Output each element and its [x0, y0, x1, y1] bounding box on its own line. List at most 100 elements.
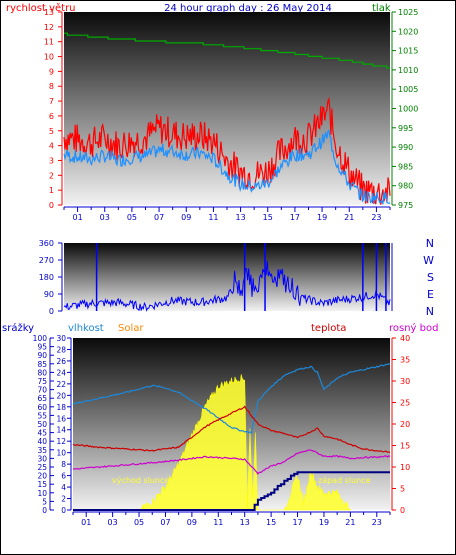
humidity-tick-label: 16 [56, 414, 66, 423]
pressure-label: tlak [372, 3, 391, 14]
rain-tick-label: 100 [33, 334, 48, 343]
humidity-tick-label: 28 [56, 345, 66, 354]
top-x-tick-label: 23 [371, 213, 381, 222]
solar-label: Solar [118, 323, 144, 334]
wind-average-line [63, 129, 391, 205]
top-left-tick-label: 12 [44, 23, 54, 32]
temperature-tick-label: 25 [400, 399, 410, 408]
top-x-tick-label: 19 [317, 213, 327, 222]
top-left-tick-label: 10 [44, 53, 54, 62]
wind-direction-line [63, 260, 391, 312]
rain-tick-label: 60 [37, 403, 47, 412]
rain-tick-label: 80 [37, 368, 47, 377]
top-left-tick-label: 4 [49, 142, 54, 151]
top-right-tick-label: 1015 [398, 47, 418, 56]
direction-tick-label: 90 [44, 290, 54, 299]
humidity-line [72, 363, 390, 435]
humidity-tick-label: 24 [56, 368, 66, 377]
rain-tick-label: 95 [37, 343, 47, 352]
top-right-tick-label: 995 [398, 124, 413, 133]
top-right-tick-label: 980 [398, 182, 413, 191]
top-left-tick-label: 9 [49, 67, 54, 76]
temperature-tick-label: 35 [400, 356, 410, 365]
rain-tick-label: 35 [37, 446, 47, 455]
temperature-tick-label: 0 [400, 506, 405, 515]
top-right-tick-label: 1000 [398, 105, 418, 114]
sunrise-annotation: východ slunce [112, 476, 169, 485]
humidity-tick-label: 14 [56, 426, 66, 435]
top-right-tick-label: 975 [398, 201, 413, 210]
bottom-x-tick-label: 13 [240, 518, 250, 527]
top-x-tick-label: 15 [263, 213, 273, 222]
bottom-x-tick-label: 07 [160, 518, 170, 527]
compass-label: S [427, 271, 434, 284]
top-right-tick-label: 1025 [398, 8, 418, 17]
top-left-tick-label: 0 [49, 201, 54, 210]
top-left-tick-label: 2 [49, 171, 54, 180]
temperature-tick-label: 15 [400, 442, 410, 451]
dewpoint-line [72, 449, 391, 475]
top-x-tick-label: 07 [154, 213, 164, 222]
top-right-tick-label: 985 [398, 162, 413, 171]
direction-tick-label: 270 [39, 256, 54, 265]
bottom-x-tick-label: 19 [319, 518, 329, 527]
top-x-tick-label: 01 [72, 213, 82, 222]
compass-label: E [427, 288, 434, 301]
bottom-x-tick-label: 01 [81, 518, 91, 527]
direction-plot-area [64, 243, 390, 311]
top-left-tick-label: 3 [49, 156, 54, 165]
sunset-annotation: západ slunce [318, 476, 371, 485]
temperature-tick-label: 10 [400, 463, 410, 472]
top-x-tick-label: 17 [290, 213, 300, 222]
rain-tick-label: 90 [37, 351, 47, 360]
temperature-label: teplota [311, 323, 346, 334]
top-left-tick-label: 6 [49, 112, 54, 121]
humidity-tick-label: 12 [56, 437, 66, 446]
direction-tick-label: 180 [39, 273, 54, 282]
top-x-tick-label: 11 [208, 213, 218, 222]
direction-tick-label: 0 [49, 307, 54, 316]
top-left-tick-label: 13 [44, 8, 54, 17]
compass-label: N [426, 305, 434, 318]
rain-label: srážky [2, 322, 34, 334]
temperature-line [72, 405, 391, 453]
top-left-tick-label: 11 [44, 38, 54, 47]
bottom-x-tick-label: 23 [372, 518, 382, 527]
humidity-label: vlhkost [68, 323, 104, 334]
temperature-tick-label: 20 [400, 420, 410, 429]
bottom-x-tick-label: 05 [134, 518, 144, 527]
top-right-tick-label: 1010 [398, 66, 418, 75]
temperature-tick-label: 30 [400, 377, 410, 386]
humidity-tick-label: 18 [56, 403, 66, 412]
rain-tick-label: 45 [37, 429, 47, 438]
humidity-tick-label: 22 [56, 380, 66, 389]
direction-tick-label: 360 [39, 239, 54, 248]
rain-tick-label: 40 [37, 437, 47, 446]
pressure-line [64, 32, 390, 69]
solar-area [138, 374, 352, 511]
humidity-tick-label: 6 [61, 472, 66, 481]
bottom-x-tick-label: 03 [108, 518, 118, 527]
humidity-tick-label: 20 [56, 391, 66, 400]
rain-tick-label: 25 [37, 463, 47, 472]
chart-title: 24 hour graph day : 26 May 2014 [164, 3, 332, 14]
bottom-x-tick-label: 11 [213, 518, 223, 527]
top-x-tick-label: 21 [344, 213, 354, 222]
rain-tick-label: 0 [42, 506, 47, 515]
top-x-tick-label: 13 [235, 213, 245, 222]
rain-tick-label: 10 [37, 489, 47, 498]
top-right-tick-label: 1005 [398, 85, 418, 94]
bottom-x-tick-label: 21 [345, 518, 355, 527]
rain-tick-label: 75 [37, 377, 47, 386]
compass-label: N [426, 237, 434, 250]
humidity-tick-label: 26 [56, 357, 66, 366]
humidity-tick-label: 4 [61, 483, 66, 492]
top-right-tick-label: 990 [398, 143, 413, 152]
rain-tick-label: 55 [37, 411, 47, 420]
humidity-tick-label: 10 [56, 449, 66, 458]
humidity-tick-label: 2 [61, 495, 66, 504]
rain-tick-label: 50 [37, 420, 47, 429]
bottom-x-tick-label: 17 [292, 518, 302, 527]
top-right-tick-label: 1020 [398, 27, 418, 36]
